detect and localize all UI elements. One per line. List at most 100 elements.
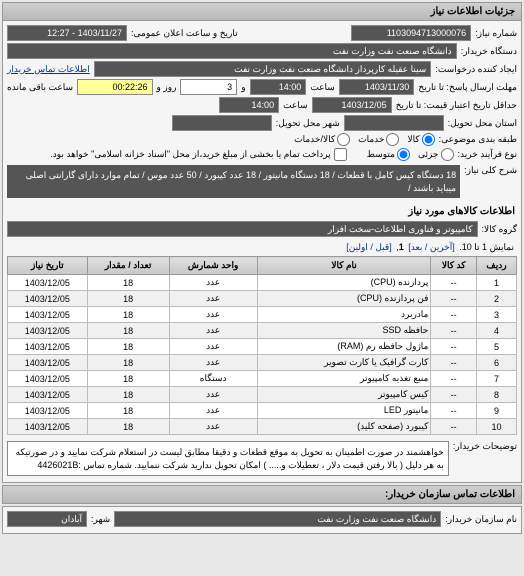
panel-body-need: شماره نیاز: 1103094713000076 تاریخ و ساع… — [3, 21, 521, 482]
cell-code: -- — [431, 419, 477, 435]
cell-unit: عدد — [169, 323, 257, 339]
cell-qty: 18 — [87, 355, 169, 371]
note-label: توضیحات خریدار: — [453, 439, 517, 452]
group-field: کامپیوتر و فناوری اطلاعات-سخت افزار — [7, 221, 478, 237]
proc-mid-radio[interactable] — [397, 148, 410, 161]
cell-name: حافظه SSD — [257, 323, 431, 339]
contact-city-label: شهر: — [91, 514, 110, 525]
cell-qty: 18 — [87, 323, 169, 339]
buyer-org-label: دستگاه خریدار: — [461, 46, 517, 57]
table-row[interactable]: 6--کارت گرافیک یا کارت تصویرعدد181403/12… — [8, 355, 517, 371]
cell-qty: 18 — [87, 339, 169, 355]
validity-time: 14:00 — [219, 97, 279, 113]
panel-header-need: جزئیات اطلاعات نیاز — [3, 3, 521, 21]
cell-unit: عدد — [169, 339, 257, 355]
summary-label: شرح کلی نیاز: — [464, 163, 517, 176]
contact-city-field: آبادان — [7, 511, 87, 527]
time-label-2: ساعت — [283, 100, 308, 111]
deadline-send-label: مهلت ارسال پاسخ: تا تاریخ — [418, 82, 517, 93]
cell-n: 8 — [476, 387, 516, 403]
cell-qty: 18 — [87, 419, 169, 435]
validity-date: 1403/12/05 — [312, 97, 392, 113]
cell-code: -- — [431, 339, 477, 355]
proc-mid-option[interactable]: متوسط — [367, 148, 410, 161]
cell-n: 7 — [476, 371, 516, 387]
delivery-place-label: استان محل تحویل: — [448, 118, 517, 129]
cell-qty: 18 — [87, 371, 169, 387]
pkg-khadamat-option[interactable]: خدمات — [358, 133, 399, 146]
pager-text: نمایش 1 تا 10. — [459, 242, 514, 252]
delivery-city-field — [172, 115, 272, 131]
cell-n: 9 — [476, 403, 516, 419]
announce-date-label: تاریخ و ساعت اعلان عمومی: — [131, 28, 238, 39]
cell-date: 1403/12/05 — [8, 339, 88, 355]
cell-date: 1403/12/05 — [8, 403, 88, 419]
pkg-khadamat-radio[interactable] — [386, 133, 399, 146]
pkg-kalakhadamat-option[interactable]: کالا/خدمات — [294, 133, 350, 146]
cell-date: 1403/12/05 — [8, 291, 88, 307]
cell-date: 1403/12/05 — [8, 307, 88, 323]
pager-first[interactable]: [قبل / اولین] — [346, 242, 392, 252]
payment-note-option[interactable]: پرداخت تمام یا بخشی از مبلغ خرید،از محل … — [50, 148, 346, 161]
table-row[interactable]: 10--کیبورد (صفحه کلید)عدد181403/12/05 — [8, 419, 517, 435]
cell-code: -- — [431, 371, 477, 387]
cell-unit: عدد — [169, 419, 257, 435]
days-label: روز و — [157, 82, 177, 93]
pager-last[interactable]: [آخرین / بعد] — [408, 242, 454, 252]
process-label: نوع فرآیند خرید: — [458, 149, 518, 160]
deadline-send-time: 14:00 — [250, 79, 307, 95]
table-row[interactable]: 7--منبع تغذیه کامپیوتردستگاه181403/12/05 — [8, 371, 517, 387]
contact-header: اطلاعات تماس سازمان خریدار: — [2, 485, 522, 504]
cell-date: 1403/12/05 — [8, 371, 88, 387]
contact-org-field: دانشگاه صنعت نفت وزارت نفت — [114, 511, 441, 527]
cell-date: 1403/12/05 — [8, 387, 88, 403]
cell-date: 1403/12/05 — [8, 355, 88, 371]
pkg-kalakhadamat-radio[interactable] — [337, 133, 350, 146]
proc-low-option[interactable]: جزئی — [418, 148, 454, 161]
req-no-field: 1103094713000076 — [351, 25, 471, 41]
process-radio-group: جزئی متوسط — [367, 148, 454, 161]
cell-name: کیس کامپیوتر — [257, 387, 431, 403]
cell-qty: 18 — [87, 275, 169, 291]
delivery-city-label: شهر محل تحویل: — [276, 118, 340, 129]
table-row[interactable]: 1--پردازنده (CPU)عدد181403/12/05 — [8, 275, 517, 291]
table-row[interactable]: 9--مانیتور LEDعدد181403/12/05 — [8, 403, 517, 419]
remain-time: 00:22:26 — [77, 79, 152, 95]
payment-checkbox[interactable] — [334, 148, 347, 161]
proc-low-radio[interactable] — [441, 148, 454, 161]
table-row[interactable]: 2--فن پردازنده (CPU)عدد181403/12/05 — [8, 291, 517, 307]
cell-qty: 18 — [87, 291, 169, 307]
contact-org-label: نام سازمان خریدار: — [445, 514, 517, 525]
cell-code: -- — [431, 275, 477, 291]
pkg-kala-radio[interactable] — [422, 133, 435, 146]
cell-code: -- — [431, 387, 477, 403]
cell-qty: 18 — [87, 387, 169, 403]
req-no-label: شماره نیاز: — [475, 28, 517, 39]
cell-unit: عدد — [169, 307, 257, 323]
table-row[interactable]: 5--ماژول حافظه رم (RAM)عدد181403/12/05 — [8, 339, 517, 355]
col-row: ردیف — [476, 257, 516, 275]
packaging-label: طبقه بندی موضوعی: — [439, 134, 517, 145]
cell-unit: عدد — [169, 355, 257, 371]
announce-date-field: 1403/11/27 - 12:27 — [7, 25, 127, 41]
note-box: خواهشمند در صورت اطمینان به تحویل به موق… — [7, 441, 449, 476]
validity-label: حداقل تاریخ اعتبار قیمت: تا تاریخ — [396, 100, 517, 111]
requester-label: ایجاد کننده درخواست: — [435, 64, 517, 75]
table-row[interactable]: 3--مادربردعدد181403/12/05 — [8, 307, 517, 323]
cell-unit: عدد — [169, 403, 257, 419]
packaging-radio-group: کالا خدمات کالا/خدمات — [294, 133, 434, 146]
delivery-place-field — [344, 115, 444, 131]
contact-link[interactable]: اطلاعات تماس خریدار — [7, 64, 90, 75]
cell-unit: عدد — [169, 275, 257, 291]
col-name: نام کالا — [257, 257, 431, 275]
cell-n: 3 — [476, 307, 516, 323]
cell-name: منبع تغذیه کامپیوتر — [257, 371, 431, 387]
cell-name: مادربرد — [257, 307, 431, 323]
pkg-kala-option[interactable]: کالا — [407, 133, 434, 146]
requester-field: سینا عقیله کارپرداز دانشگاه صنعت نفت وزا… — [94, 61, 432, 77]
cell-name: ماژول حافظه رم (RAM) — [257, 339, 431, 355]
table-row[interactable]: 8--کیس کامپیوترعدد181403/12/05 — [8, 387, 517, 403]
cell-unit: دستگاه — [169, 371, 257, 387]
cell-date: 1403/12/05 — [8, 419, 88, 435]
table-row[interactable]: 4--حافظه SSDعدد181403/12/05 — [8, 323, 517, 339]
